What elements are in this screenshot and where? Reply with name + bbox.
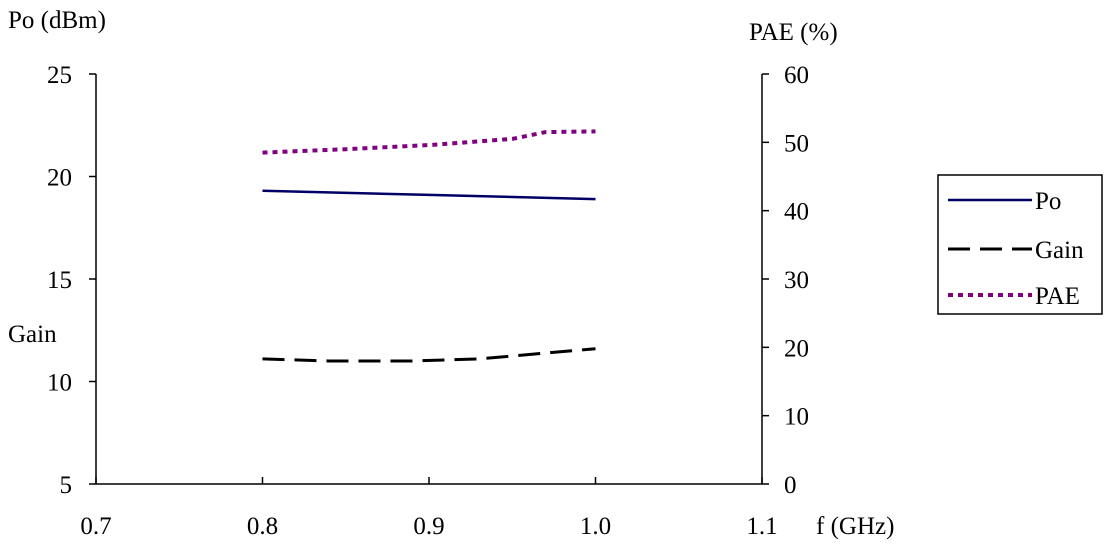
legend-label-po: Po	[1035, 188, 1061, 215]
left-y-tick-label: 15	[47, 267, 72, 294]
right-y-tick-label: 10	[784, 404, 809, 431]
right-y-tick-label: 40	[784, 199, 809, 226]
left-y-ticks: 5 10 15 20 25	[47, 62, 96, 499]
left-y-tick-label: 5	[60, 472, 73, 499]
left-y-tick-label: 20	[47, 165, 72, 192]
series-line-gain	[262, 347, 596, 363]
right-y-tick-label: 50	[784, 130, 809, 157]
legend-label-pae: PAE	[1035, 283, 1080, 310]
series-line-po	[262, 189, 596, 201]
x-tick-label: 0.8	[247, 513, 278, 540]
right-y-tick-label: 0	[784, 472, 797, 499]
x-tick-label: 1.0	[580, 513, 611, 540]
left-y-tick-label: 10	[47, 370, 72, 397]
right-y-ticks: 0 10 20 30 40 50 60	[762, 62, 809, 499]
x-tick-label: 1.1	[746, 513, 777, 540]
right-y-tick-label: 60	[784, 62, 809, 89]
right-y-tick-label: 30	[784, 267, 809, 294]
x-tick-label: 0.9	[413, 513, 444, 540]
right-y-axis-title: PAE (%)	[749, 19, 838, 46]
series-line-pae	[262, 129, 596, 155]
x-ticks: 0.7 0.8 0.9 1.0 1.1	[80, 477, 778, 540]
left-y-axis-title: Po (dBm)	[8, 7, 106, 34]
series-lines	[262, 129, 596, 363]
axes	[95, 74, 763, 485]
left-y-axis-secondary-title: Gain	[8, 321, 57, 348]
left-y-tick-label: 25	[47, 62, 72, 89]
x-tick-label: 0.7	[80, 513, 111, 540]
legend-box	[937, 174, 1103, 315]
x-axis-title: f (GHz)	[816, 513, 894, 540]
legend: Po Gain PAE	[937, 174, 1103, 315]
legend-label-gain: Gain	[1035, 237, 1084, 264]
right-y-tick-label: 20	[784, 335, 809, 362]
